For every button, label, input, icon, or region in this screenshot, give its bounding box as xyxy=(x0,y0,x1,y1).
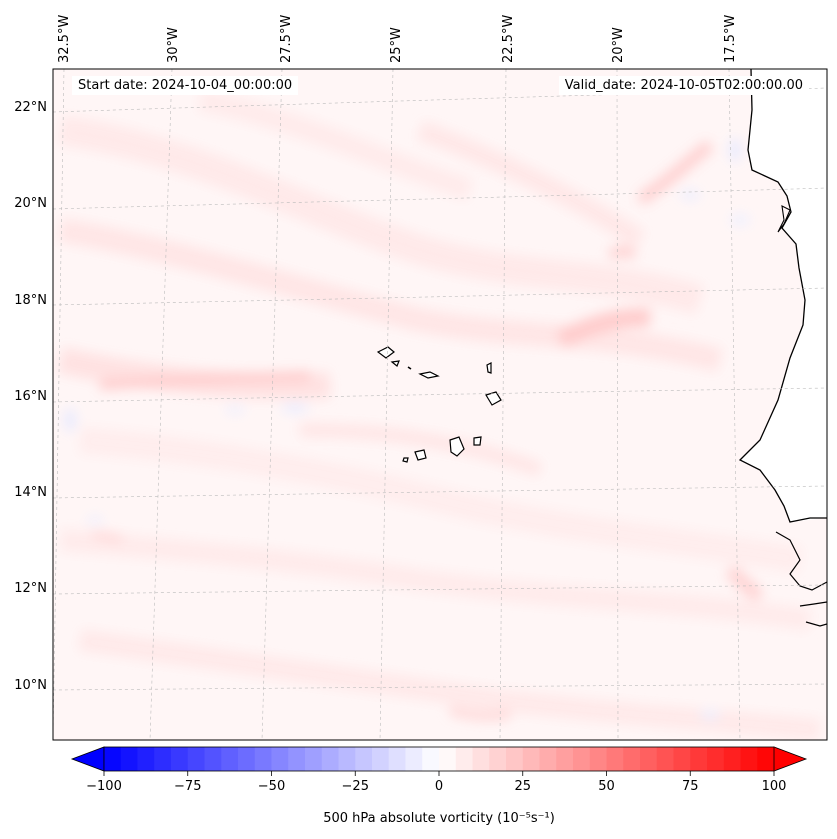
colorbar-min-extend xyxy=(70,746,105,772)
colorbar-cell xyxy=(573,747,591,771)
colorbar-cell xyxy=(137,747,155,771)
colorbar-tick-label: 25 xyxy=(514,779,531,794)
colorbar-cell xyxy=(757,747,775,771)
colorbar-tick-label: −100 xyxy=(86,779,122,794)
lat-label: 16°N xyxy=(14,389,47,404)
colorbar-cell xyxy=(556,747,574,771)
colorbar-tick-label: 75 xyxy=(682,779,699,794)
colorbar-tick-label: 100 xyxy=(762,779,787,794)
colorbar-cell xyxy=(254,747,273,771)
colorbar-cell xyxy=(238,747,256,771)
colorbar-tick-label: 0 xyxy=(435,779,443,794)
colorbar-cell xyxy=(422,747,440,771)
colorbar-label: 500 hPa absolute vorticity (10⁻⁵s⁻¹) xyxy=(323,811,555,826)
lat-label: 20°N xyxy=(14,196,47,211)
lon-label: 30°W xyxy=(166,27,181,63)
colorbar-cell xyxy=(707,747,725,771)
lon-label: 32.5°W xyxy=(57,15,72,63)
lon-label: 20°W xyxy=(611,27,626,63)
colorbar-cell xyxy=(204,747,222,771)
africa-coastline xyxy=(738,69,827,523)
colorbar-max-extend xyxy=(773,746,808,772)
cape-verde-islands xyxy=(376,346,502,463)
colorbar-cell xyxy=(640,747,658,771)
colorbar-tick-label: −25 xyxy=(342,779,369,794)
colorbar-cell xyxy=(221,747,239,771)
left-lat-labels: 22°N 20°N 18°N 16°N 14°N 12°N 10°N xyxy=(14,100,47,693)
colorbar-cell xyxy=(506,747,524,771)
lon-label: 27.5°W xyxy=(279,15,294,63)
colorbar-cell xyxy=(338,747,356,771)
lat-label: 18°N xyxy=(14,293,47,308)
colorbar-cell xyxy=(187,747,206,771)
colorbar-cell xyxy=(120,747,139,771)
colorbar-cell xyxy=(305,747,323,771)
colorbar-ticks: −100 −75 −50 −25 0 25 50 75 100 xyxy=(86,771,786,794)
colorbar-cell xyxy=(405,747,423,771)
colorbar-cell xyxy=(154,747,172,771)
colorbar-cell xyxy=(589,747,608,771)
graticule xyxy=(53,69,827,740)
colorbar-cell xyxy=(522,747,541,771)
colorbar-cell xyxy=(690,747,708,771)
colorbar-cell xyxy=(723,747,742,771)
colorbar-cell xyxy=(656,747,675,771)
colorbar-cell xyxy=(489,747,507,771)
colorbar-cell xyxy=(321,747,340,771)
lon-label: 25°W xyxy=(389,27,404,63)
colorbar-cell xyxy=(472,747,490,771)
top-lon-labels: 32.5°W 30°W 27.5°W 25°W 22.5°W 20°W 17.5… xyxy=(57,15,738,63)
vorticity-field xyxy=(53,69,827,740)
colorbar-cell xyxy=(271,747,289,771)
colorbar-cell xyxy=(372,747,390,771)
lat-label: 12°N xyxy=(14,581,47,596)
lon-label: 17.5°W xyxy=(723,15,738,63)
valid-date-label: Valid_date: 2024-10-05T02:00:00.00 xyxy=(558,76,809,95)
lat-label: 10°N xyxy=(14,678,47,693)
colorbar-cell xyxy=(388,747,407,771)
lon-label: 22.5°W xyxy=(501,15,516,63)
colorbar-tick-label: −50 xyxy=(258,779,285,794)
start-date-label: Start date: 2024-10-04_00:00:00 xyxy=(72,76,299,95)
colorbar: −100 −75 −50 −25 0 25 50 75 100 500 hPa absolute… xyxy=(70,746,808,826)
colorbar-cell xyxy=(740,747,758,771)
colorbar-cell xyxy=(104,747,122,771)
colorbar-cell xyxy=(539,747,557,771)
colorbar-cell xyxy=(439,747,457,771)
colorbar-cells xyxy=(104,747,775,771)
colorbar-tick-label: −75 xyxy=(174,779,201,794)
colorbar-cell xyxy=(288,747,306,771)
colorbar-cell xyxy=(673,747,691,771)
colorbar-cell xyxy=(355,747,373,771)
colorbar-tick-label: 50 xyxy=(598,779,615,794)
lat-label: 14°N xyxy=(14,485,47,500)
colorbar-cell xyxy=(171,747,189,771)
lat-label: 22°N xyxy=(14,100,47,115)
colorbar-cell xyxy=(455,747,474,771)
colorbar-cell xyxy=(623,747,641,771)
colorbar-cell xyxy=(606,747,624,771)
map-frame xyxy=(52,68,828,741)
